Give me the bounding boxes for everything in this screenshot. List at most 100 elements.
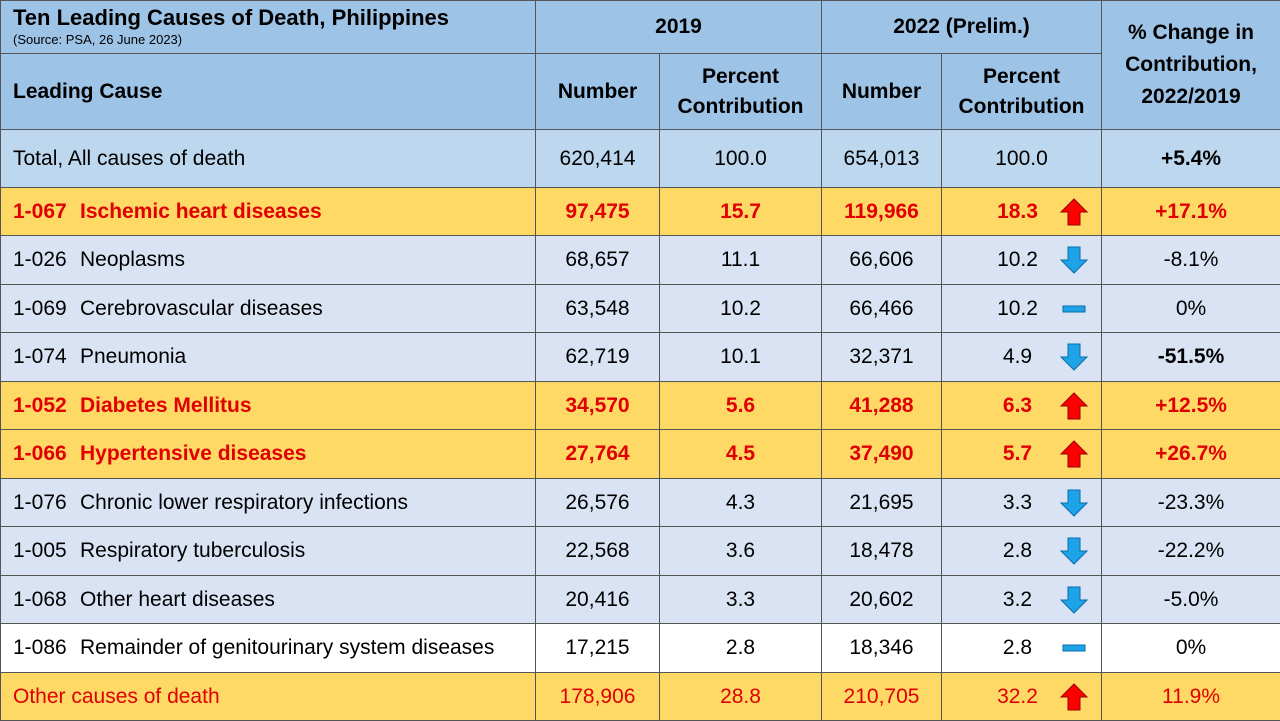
total-label: Total, All causes of death — [1, 130, 536, 188]
trend-down-icon — [1059, 585, 1089, 615]
change-value: 0% — [1102, 624, 1280, 673]
total-percent-2019: 100.0 — [660, 130, 822, 188]
change-value: +12.5% — [1102, 382, 1280, 430]
total-row: Total, All causes of death 620,414 100.0… — [1, 130, 1280, 188]
change-value: +26.7% — [1102, 430, 1280, 479]
total-change: +5.4% — [1102, 130, 1280, 188]
percent-2022-wrap: 3.3 — [942, 479, 1101, 526]
percent-2022: 18.3 — [997, 200, 1038, 224]
percent-2022-cell: 2.8 — [942, 527, 1102, 576]
percent-2022-cell: 10.2 — [942, 285, 1102, 333]
number-2022: 37,490 — [822, 430, 942, 479]
cause-code: 1-074 — [13, 345, 80, 369]
percent-2019: 4.5 — [660, 430, 822, 479]
number-2019: 34,570 — [536, 382, 660, 430]
percent-2022-cell: 3.2 — [942, 576, 1102, 624]
percent-2022: 32.2 — [997, 685, 1038, 709]
percent-2022-cell: 4.9 — [942, 333, 1102, 382]
trend-up-icon — [1059, 197, 1089, 227]
percent-2019: 5.6 — [660, 382, 822, 430]
percent-2022-cell: 10.2 — [942, 236, 1102, 285]
percent-2022: 10.2 — [997, 297, 1038, 321]
change-value: -51.5% — [1102, 333, 1280, 382]
cause-name: Ischemic heart diseases — [80, 200, 322, 223]
percent-2022: 5.7 — [1003, 442, 1032, 466]
trend-down-icon — [1059, 536, 1089, 566]
table-title: Ten Leading Causes of Death, Philippines — [13, 1, 535, 31]
cause-code: 1-066 — [13, 442, 80, 466]
percent-2022-wrap: 2.8 — [942, 624, 1101, 672]
title-cell: Ten Leading Causes of Death, Philippines… — [1, 1, 536, 54]
cause-cell: Other causes of death — [1, 673, 536, 721]
number-2019: 178,906 — [536, 673, 660, 721]
number-2019: 97,475 — [536, 188, 660, 236]
trend-down-icon — [1059, 342, 1089, 372]
percent-2019: 11.1 — [660, 236, 822, 285]
cause-name: Chronic lower respiratory infections — [80, 491, 408, 514]
percent-2022-header: Percent Contribution — [942, 54, 1102, 130]
cause-name: Neoplasms — [80, 248, 185, 271]
number-2019: 22,568 — [536, 527, 660, 576]
cause-code: 1-068 — [13, 588, 80, 612]
number-2022: 119,966 — [822, 188, 942, 236]
trend-up-icon — [1059, 682, 1089, 712]
number-2019: 26,576 — [536, 479, 660, 527]
percent-2022: 3.2 — [1003, 588, 1032, 612]
number-2022: 41,288 — [822, 382, 942, 430]
number-2022-header: Number — [822, 54, 942, 130]
number-2022: 210,705 — [822, 673, 942, 721]
number-2019: 27,764 — [536, 430, 660, 479]
trend-down-icon — [1059, 488, 1089, 518]
number-2022: 20,602 — [822, 576, 942, 624]
percent-2022-cell: 3.3 — [942, 479, 1102, 527]
cause-code: 1-069 — [13, 297, 80, 321]
percent-2022: 6.3 — [1003, 394, 1032, 418]
total-number-2022: 654,013 — [822, 130, 942, 188]
percent-2022-cell: 2.8 — [942, 624, 1102, 673]
change-value: 0% — [1102, 285, 1280, 333]
cause-name: Other causes of death — [13, 685, 220, 708]
percent-2022-cell: 5.7 — [942, 430, 1102, 479]
percent-2022: 4.9 — [1003, 345, 1032, 369]
percent-2022: 10.2 — [997, 248, 1038, 272]
cause-code: 1-026 — [13, 248, 80, 272]
trend-down-icon — [1059, 245, 1089, 275]
total-number-2019: 620,414 — [536, 130, 660, 188]
cause-code: 1-076 — [13, 491, 80, 515]
percent-2022-wrap: 6.3 — [942, 382, 1101, 429]
number-2022: 66,466 — [822, 285, 942, 333]
percent-2019: 10.1 — [660, 333, 822, 382]
change-value: -8.1% — [1102, 236, 1280, 285]
cause-name: Diabetes Mellitus — [80, 394, 252, 417]
percent-2022: 2.8 — [1003, 636, 1032, 660]
cause-code: 1-067 — [13, 200, 80, 224]
percent-2019: 4.3 — [660, 479, 822, 527]
percent-2022-cell: 18.3 — [942, 188, 1102, 236]
percent-2022-cell: 32.2 — [942, 673, 1102, 721]
number-2019: 17,215 — [536, 624, 660, 673]
percent-2022-wrap: 10.2 — [942, 285, 1101, 332]
number-2019: 62,719 — [536, 333, 660, 382]
number-2019-header: Number — [536, 54, 660, 130]
number-2022: 21,695 — [822, 479, 942, 527]
year-2022-header: 2022 (Prelim.) — [822, 1, 1102, 54]
percent-2019: 15.7 — [660, 188, 822, 236]
change-value: +17.1% — [1102, 188, 1280, 236]
percent-2022-wrap: 32.2 — [942, 673, 1101, 720]
number-2022: 18,478 — [822, 527, 942, 576]
percent-2022: 3.3 — [1003, 491, 1032, 515]
